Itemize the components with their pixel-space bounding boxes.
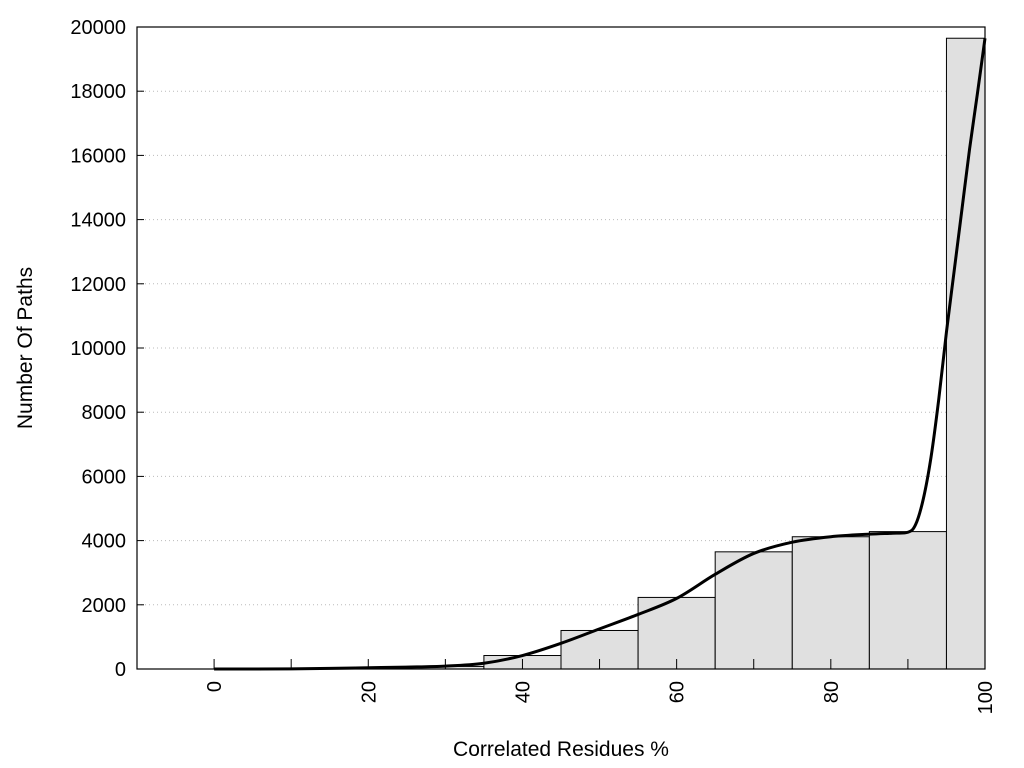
y-axis: 0 2000 4000 6000 8000 10000 12000 14000 16000 180… — [70, 17, 144, 681]
y-tick-label: 12000 — [70, 274, 126, 296]
histogram-bar — [714, 551, 793, 670]
histogram-bar — [945, 37, 986, 670]
y-tick-label: 0 — [115, 659, 126, 681]
x-tick-label: 60 — [667, 681, 689, 703]
y-tick-label: 16000 — [70, 145, 126, 167]
y-tick-label: 18000 — [70, 81, 126, 103]
y-tick-label: 2000 — [82, 595, 127, 617]
x-axis-title: Correlated Residues % — [453, 738, 669, 761]
y-tick-label: 20000 — [70, 17, 126, 39]
y-tick-label: 14000 — [70, 210, 126, 232]
y-tick-label: 4000 — [82, 531, 127, 553]
curve-line — [214, 38, 987, 671]
y-axis-title: Number Of Paths — [14, 267, 37, 429]
histogram-bar — [791, 536, 870, 670]
x-tick-label: 0 — [204, 681, 226, 692]
x-axis: 0 20 40 60 80 100 — [204, 659, 997, 714]
grid-lines — [137, 90, 985, 606]
y-tick-label: 6000 — [82, 466, 127, 488]
x-tick-label: 80 — [821, 681, 843, 703]
trend-curve — [214, 38, 987, 671]
x-tick-label: 20 — [358, 681, 380, 703]
x-tick-label: 40 — [512, 681, 534, 703]
histogram-bars — [213, 37, 986, 670]
histogram-bar — [637, 596, 716, 670]
y-tick-label: 10000 — [70, 338, 126, 360]
y-tick-label: 8000 — [82, 402, 127, 424]
x-tick-label: 100 — [975, 681, 997, 714]
histogram-bar — [868, 531, 947, 670]
